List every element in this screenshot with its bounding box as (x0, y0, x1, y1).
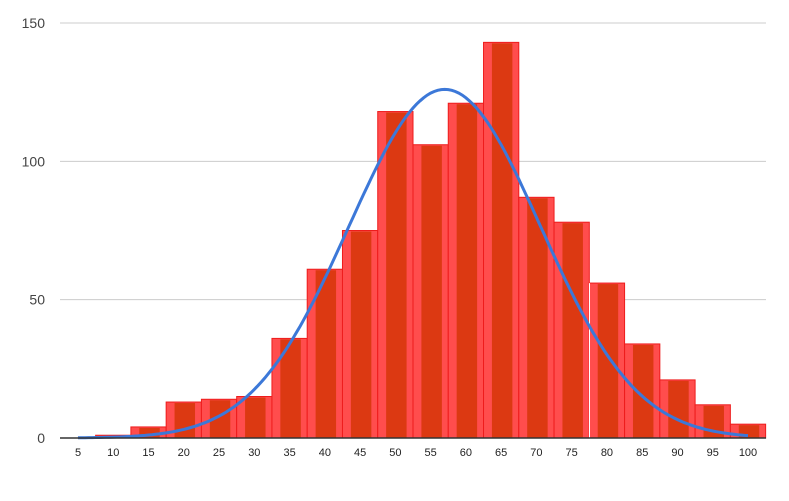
histogram-bar (447, 102, 485, 439)
histogram-bar (341, 230, 379, 439)
x-tick-label: 90 (671, 447, 683, 459)
histogram-bar (518, 196, 555, 439)
histogram-bar (588, 282, 626, 439)
x-tick-label: 75 (566, 447, 578, 459)
x-tick-label: 15 (142, 447, 154, 459)
x-tick-label: 10 (107, 447, 119, 459)
x-tick-label: 65 (495, 447, 507, 459)
x-tick-label: 20 (178, 447, 190, 459)
x-tick-label: 35 (283, 447, 295, 459)
y-tick-label: 150 (22, 15, 46, 31)
x-tick-label: 60 (460, 447, 472, 459)
histogram-bar (483, 41, 520, 439)
normal-curve (77, 87, 749, 440)
x-tick-label: 45 (354, 447, 366, 459)
x-tick-label: 85 (636, 447, 648, 459)
x-tick-label: 5 (75, 447, 81, 459)
histogram-bar (306, 268, 343, 439)
histogram-bar (412, 144, 449, 439)
x-tick-label: 50 (389, 447, 401, 459)
x-tick-label: 55 (425, 447, 437, 459)
histogram-bar (659, 379, 696, 439)
y-axis-ticks: 0 50 100 150 (22, 15, 46, 446)
histogram-bar (200, 398, 238, 439)
x-axis-ticks: 5 10 15 20 25 30 35 40 45 50 55 60 65 70 75 80 85 90 95 100 (75, 447, 757, 459)
x-tick-label: 100 (739, 447, 757, 459)
y-tick-label: 0 (37, 430, 45, 446)
x-tick-label: 30 (248, 447, 260, 459)
y-tick-label: 100 (22, 153, 46, 169)
histogram-bars (95, 41, 767, 439)
histogram-bar (271, 337, 308, 439)
histogram-bar (553, 221, 590, 439)
x-tick-label: 80 (601, 447, 613, 459)
x-tick-label: 25 (213, 447, 225, 459)
x-tick-label: 40 (319, 447, 331, 459)
histogram-bar (236, 396, 273, 439)
y-tick-label: 50 (29, 292, 45, 308)
x-tick-label: 70 (530, 447, 542, 459)
histogram-bar (377, 111, 414, 439)
histogram-bar (624, 343, 661, 439)
x-tick-label: 95 (707, 447, 719, 459)
